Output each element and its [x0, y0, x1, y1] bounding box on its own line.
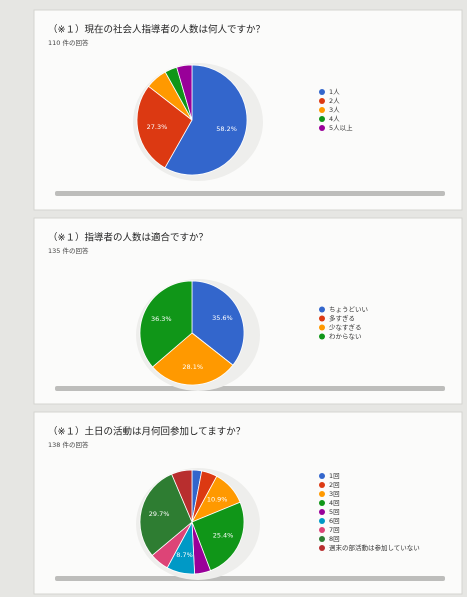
legend-label: ちょうどいい — [329, 306, 368, 314]
scrollbar — [55, 191, 445, 196]
legend-label: 1回 — [329, 472, 340, 480]
page: （※１）現在の社会人指導者の人数は何人ですか？ 110 件の回答 58.2% 27.3… — [0, 0, 467, 597]
legend-label: 週末の部活動は参加していない — [329, 543, 420, 552]
chart-subtitle: 135 件の回答 — [48, 246, 89, 255]
legend-label: 5人以上 — [329, 123, 353, 132]
legend-label: 4回 — [329, 499, 340, 507]
legend-label: 4人 — [329, 115, 340, 123]
chart-title: （※１）指導者の人数は適合ですか？ — [48, 232, 208, 244]
scrollbar — [55, 386, 445, 391]
legend-label: 3回 — [329, 490, 340, 498]
legend-swatch — [319, 125, 325, 131]
legend-swatch — [319, 491, 325, 497]
legend-label: 1人 — [329, 88, 340, 96]
legend-swatch — [319, 98, 325, 104]
legend-swatch — [319, 116, 325, 122]
legend-label: 2回 — [329, 481, 340, 489]
scrollbar — [55, 576, 445, 581]
legend-swatch — [319, 473, 325, 479]
legend-swatch — [319, 500, 325, 506]
slice-label: 10.9% — [207, 495, 228, 503]
legend-swatch — [319, 89, 325, 95]
legend-swatch — [319, 307, 325, 313]
legend-swatch — [319, 334, 325, 340]
slice-label: 36.3% — [151, 315, 172, 323]
legend-label: 6回 — [329, 517, 340, 525]
legend-swatch — [319, 545, 325, 551]
legend-swatch — [319, 482, 325, 488]
slice-label: 58.2% — [216, 125, 237, 133]
legend-label: わからない — [329, 333, 362, 341]
legend-swatch — [319, 536, 325, 542]
legend-label: 5回 — [329, 508, 340, 516]
legend-swatch — [319, 325, 325, 331]
slice-label: 35.6% — [212, 314, 233, 322]
slice-label: 29.7% — [149, 510, 170, 518]
slice-label: 27.3% — [147, 123, 168, 131]
legend-swatch — [319, 527, 325, 533]
legend-label: 2人 — [329, 97, 340, 105]
slice-label: 25.4% — [213, 531, 234, 539]
legend-label: 8回 — [329, 535, 340, 543]
legend-swatch — [319, 107, 325, 113]
chart-subtitle: 138 件の回答 — [48, 440, 89, 449]
legend-label: 少なすぎる — [329, 323, 362, 332]
chart-title: （※１）土日の活動は月何回参加してますか？ — [48, 426, 245, 438]
chart-title: （※１）現在の社会人指導者の人数は何人ですか？ — [48, 24, 265, 36]
legend-label: 多すぎる — [329, 314, 355, 323]
legend-label: 3人 — [329, 106, 340, 114]
slice-label: 28.1% — [182, 363, 203, 371]
legend-swatch — [319, 518, 325, 524]
legend-label: 7回 — [329, 526, 340, 534]
slice-label: 8.7% — [176, 551, 193, 559]
legend-swatch — [319, 316, 325, 322]
chart-subtitle: 110 件の回答 — [48, 38, 89, 47]
legend-swatch — [319, 509, 325, 515]
